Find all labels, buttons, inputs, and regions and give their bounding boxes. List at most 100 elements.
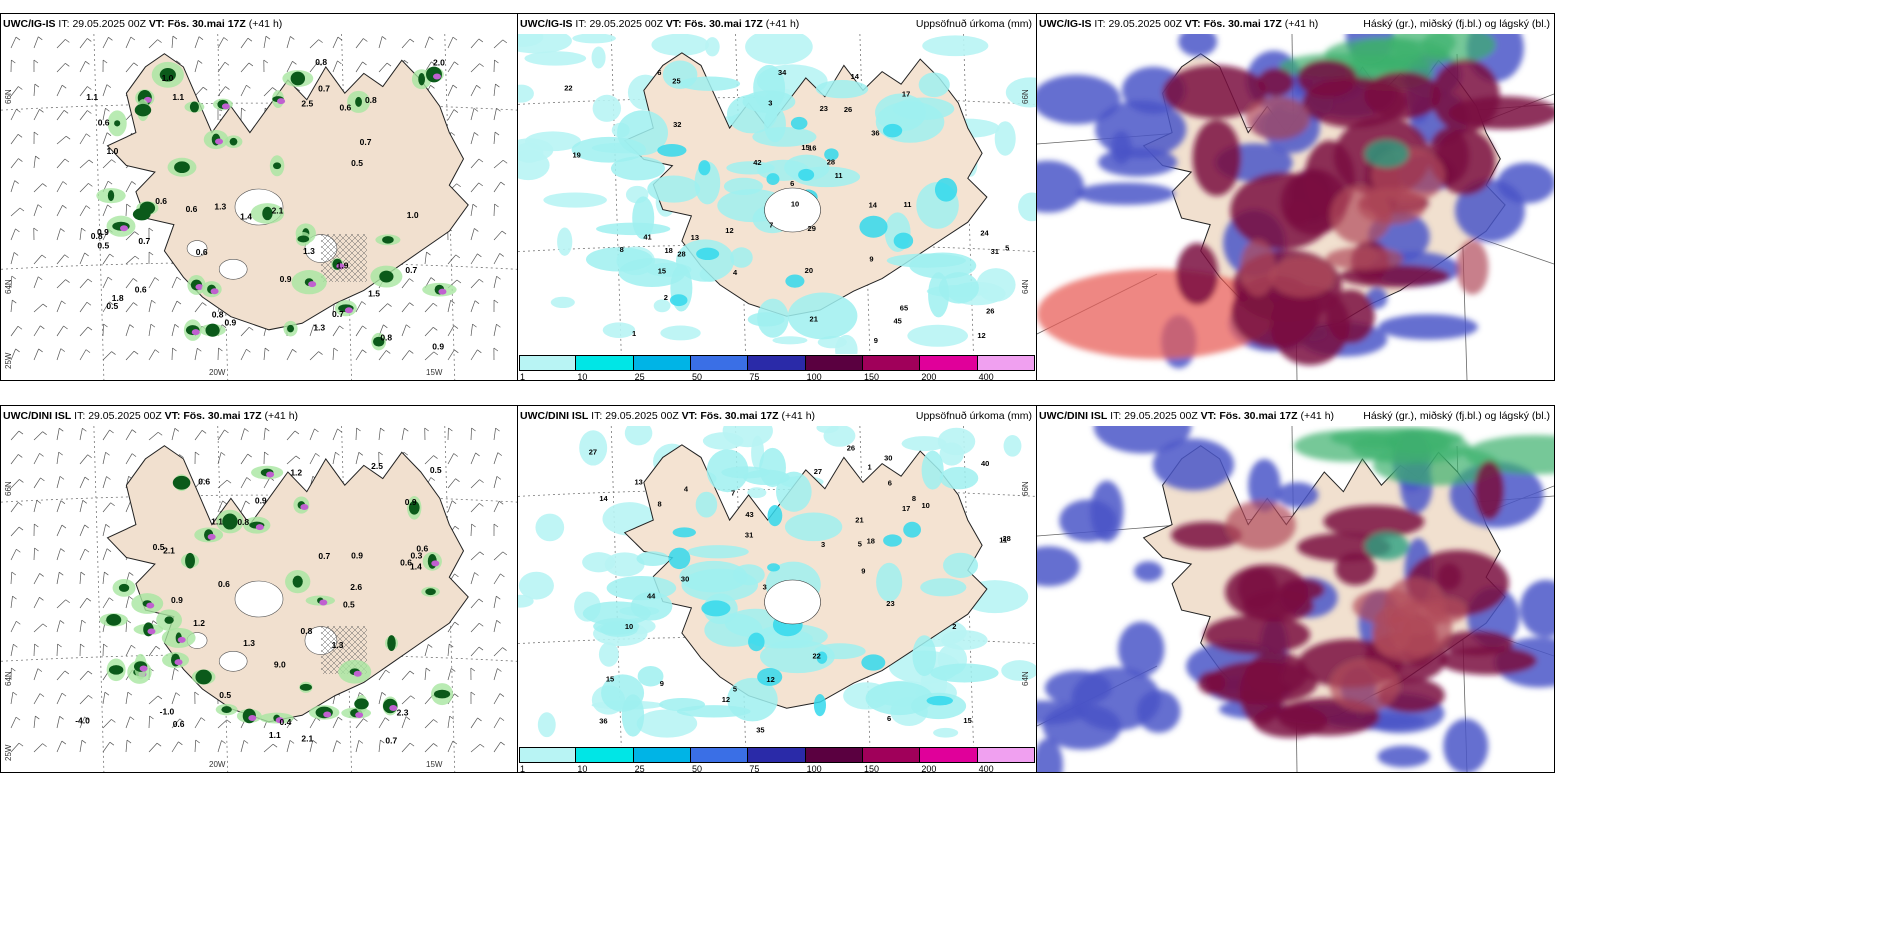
high-cloud [1293, 430, 1403, 462]
cell-dark [108, 665, 124, 675]
precip-value-label: 26 [844, 105, 852, 114]
precip-area [636, 551, 670, 567]
precip-area [921, 450, 944, 490]
wind-barb [217, 347, 223, 361]
wind-barb [171, 718, 185, 729]
colorbar-tick-label: 75 [749, 764, 760, 773]
wind-barb [355, 718, 368, 729]
graticule [1, 426, 517, 772]
valid-time-label: VT: [681, 410, 698, 422]
wind-barb [217, 452, 226, 465]
precip-area [601, 674, 645, 712]
wind-barb [171, 692, 181, 705]
precip-value-label: 23 [886, 599, 894, 608]
wind-barb [102, 351, 116, 361]
wind-value-label: 1.9 [337, 261, 349, 271]
cell-dark [290, 71, 306, 86]
wind-barb [33, 254, 47, 265]
precip-area-heavy [657, 144, 687, 157]
wind-barb [56, 716, 64, 729]
low-cloud [1178, 34, 1218, 57]
wind-barb [33, 643, 39, 657]
colorbar-swatch [519, 747, 577, 763]
wind-barb [56, 670, 70, 681]
wind-barb [240, 453, 252, 465]
wind-barb [470, 551, 484, 561]
wind-barb [125, 231, 139, 241]
precip-blob [557, 227, 573, 256]
wind-value-label: 9.0 [274, 660, 286, 670]
wind-value-label: 1.5 [368, 289, 380, 299]
lon-axis-label: 20W [209, 368, 226, 377]
wind-value-label: 0.8 [212, 310, 224, 320]
wind-value-label: 0.9 [432, 341, 444, 351]
cell-dark [273, 162, 282, 170]
wind-value-label: 0.7 [138, 236, 150, 246]
valid-time: Fös. 30.mai 17Z [167, 18, 246, 30]
precip-blob [816, 426, 839, 434]
wind-barb [447, 478, 460, 489]
wind-value-label: 0.8 [380, 333, 392, 343]
precip-value-label: 5 [733, 684, 737, 693]
precip-blob [939, 442, 964, 466]
wind-barb [493, 131, 500, 145]
wind-barb [447, 84, 458, 97]
precip-value-label: 42 [753, 158, 761, 167]
mid-cloud [1171, 521, 1242, 549]
wind-barb [378, 350, 391, 361]
precip-value-label: 12 [977, 331, 985, 340]
cloud-layers [1037, 34, 1554, 369]
wind-map: 0.9 0.6 0.8 0.8 1.3 2.5 1.0 0.6 1.1 1.3 0.6 0.7 0.6 0… [1, 34, 517, 380]
wind-barb [493, 595, 501, 609]
wind-barb [56, 500, 66, 513]
precip-area-heavy [934, 177, 958, 202]
precip-value-label: 5 [858, 540, 862, 549]
cell-magenta [221, 103, 230, 110]
low-cloud [1118, 621, 1165, 677]
precip-value-label: 10 [921, 501, 929, 510]
precip-area-heavy [668, 547, 691, 570]
wind-barb [79, 524, 89, 537]
wind-barb [217, 479, 232, 489]
init-time: 29.05.2025 00Z [589, 18, 663, 30]
wind-barb [194, 691, 199, 705]
wind-barb [470, 38, 484, 49]
cell-dark [382, 236, 394, 244]
precip-area [814, 643, 866, 660]
wind-barb [33, 453, 44, 465]
cell-dark [292, 575, 303, 588]
wind-barb [470, 479, 484, 489]
precip-area-heavy [790, 116, 808, 130]
cell-dark [299, 683, 312, 691]
wind-barb [424, 302, 438, 313]
precip-area-heavy [672, 527, 696, 538]
wind-barb [470, 667, 476, 681]
iceland-landmass [106, 53, 469, 331]
init-time: 29.05.2025 00Z [1124, 410, 1198, 422]
precip-area [630, 591, 673, 621]
wind-barb [33, 500, 42, 513]
wind-barb [56, 110, 69, 121]
wind-value-label: 0.7 [385, 735, 397, 745]
cell-dark [172, 475, 191, 490]
wind-barb [79, 38, 92, 49]
precip-area-heavy [767, 505, 783, 527]
wind-barb [470, 598, 484, 609]
wind-barb [240, 348, 251, 361]
wind-barb [79, 349, 91, 361]
wind-barb [309, 428, 319, 441]
wind-barb [10, 207, 25, 217]
precip-value-label: 7 [731, 489, 735, 498]
precip-area [747, 312, 785, 327]
panel-field-title: Uppsöfnuð úrkoma (mm) [915, 18, 1032, 30]
lead-time: (+41 h) [1300, 410, 1335, 422]
map-panel-wind-dini: 0.6 0.3 1.2 2.1 0.6 1.3 -1.0 0.9 0.9 0.5 2.3 0.6 1.1… [0, 405, 518, 773]
lat-axis-label: 64N [1021, 279, 1030, 294]
precip-area-heavy [824, 148, 839, 161]
cell-dark [379, 270, 394, 283]
precip-value-label: 6 [887, 714, 891, 723]
wind-barb [424, 251, 431, 265]
precip-value-label: 20 [805, 266, 813, 275]
precip-value-label: 9 [869, 255, 873, 264]
